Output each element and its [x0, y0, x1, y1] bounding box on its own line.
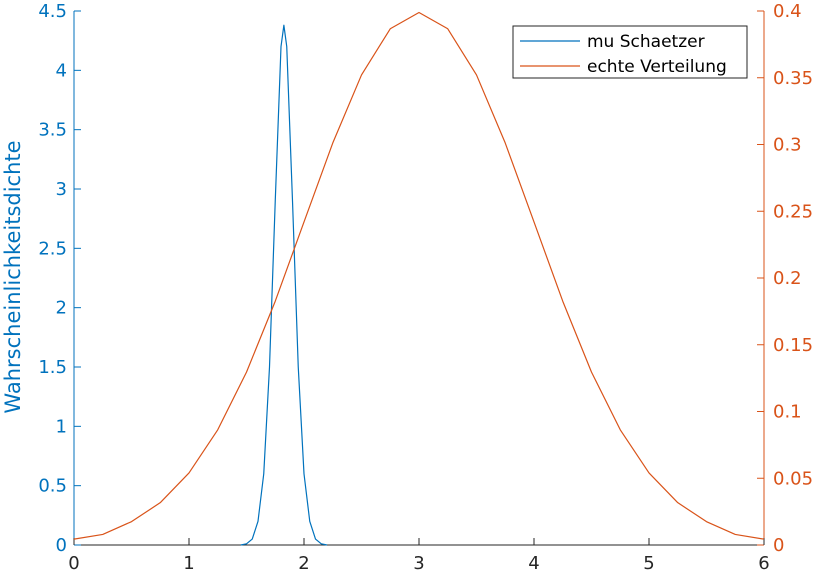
plot-area	[73, 11, 765, 546]
y-tick-label-left: 0.5	[38, 476, 67, 497]
x-axis-ticks: 0 1 2 3 4 5 6	[68, 538, 770, 574]
y-tick-label-left: 3	[56, 179, 67, 200]
y-tick-label-left: 1	[56, 416, 67, 437]
y-tick-label-right: 0.3	[773, 135, 802, 156]
x-tick-label: 6	[758, 553, 769, 574]
y-tick-label-right: 0.15	[773, 335, 813, 356]
y-tick-label-left: 4	[56, 60, 67, 81]
series-line-mu-schaetzer	[240, 24, 328, 546]
x-tick-label: 0	[68, 553, 79, 574]
x-tick-label: 3	[413, 553, 424, 574]
y-tick-label-right: 0.1	[773, 402, 802, 423]
y-tick-label-left: 2.5	[38, 238, 67, 259]
y-axis-label-left: Wahrscheinlichkeitsdichte	[1, 140, 25, 413]
legend-label-echte-verteilung: echte Verteilung	[587, 57, 727, 77]
y-tick-label-right: 0.2	[773, 268, 802, 289]
y-tick-label-left: 3.5	[38, 120, 67, 141]
legend: mu Schaetzer echte Verteilung	[512, 25, 748, 79]
y-tick-label-right: 0.35	[773, 68, 813, 89]
y-tick-label-right: 0	[773, 535, 784, 556]
y-tick-label-left: 4.5	[38, 1, 67, 22]
x-tick-label: 1	[183, 553, 194, 574]
x-tick-label: 5	[643, 553, 654, 574]
right-axis-ticks: 0 0.05 0.1 0.15 0.2 0.25 0.3 0.35 0.4	[757, 1, 813, 556]
y-tick-label-left: 0	[56, 535, 67, 556]
y-tick-label-right: 0.4	[773, 1, 802, 22]
y-tick-label-right: 0.05	[773, 468, 813, 489]
y-tick-label-right: 0.25	[773, 201, 813, 222]
x-tick-label: 4	[528, 553, 539, 574]
legend-label-mu-schaetzer: mu Schaetzer	[587, 32, 705, 52]
series-line-echte-verteilung	[73, 11, 765, 540]
y-tick-label-left: 1.5	[38, 357, 67, 378]
series-lines	[73, 11, 765, 546]
left-axis-ticks: 0 0.5 1 1.5 2 2.5 3 3.5 4 4.5	[38, 1, 81, 556]
legend-box	[512, 25, 748, 79]
y-tick-label-left: 2	[56, 298, 67, 319]
x-tick-label: 2	[298, 553, 309, 574]
